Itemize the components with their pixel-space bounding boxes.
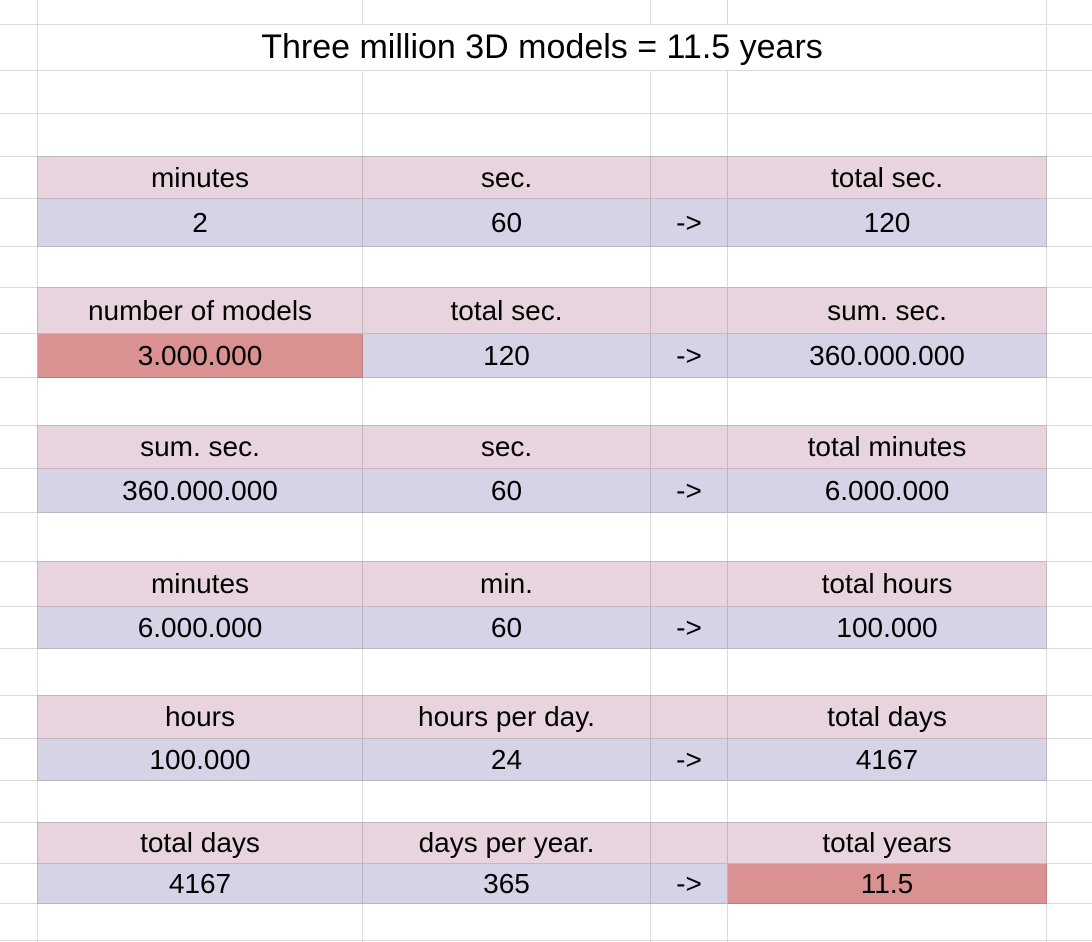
header-cell[interactable]: hours — [38, 696, 363, 739]
header-cell[interactable] — [651, 288, 728, 334]
header-cell[interactable]: sec. — [363, 157, 651, 199]
header-cell[interactable] — [651, 823, 728, 864]
header-cell[interactable] — [651, 696, 728, 739]
value-cell[interactable]: 60 — [363, 469, 651, 513]
value-cell[interactable]: 100.000 — [728, 607, 1047, 649]
value-row: 360.000.000 60 -> 6.000.000 — [38, 469, 1047, 513]
header-row: minutes min. total hours — [38, 562, 1047, 607]
value-row: 2 60 -> 120 — [38, 199, 1047, 247]
value-cell[interactable]: 24 — [363, 739, 651, 781]
gridline-h — [0, 70, 1092, 71]
value-row: 3.000.000 120 -> 360.000.000 — [38, 334, 1047, 378]
arrow-cell[interactable]: -> — [651, 864, 728, 904]
calc-block-3: sum. sec. sec. total minutes 360.000.000… — [37, 425, 1047, 513]
gridline-h — [0, 561, 1092, 562]
arrow-cell[interactable]: -> — [651, 607, 728, 649]
value-cell[interactable]: 360.000.000 — [38, 469, 363, 513]
header-cell[interactable] — [651, 157, 728, 199]
header-cell[interactable]: total years — [728, 823, 1047, 864]
header-cell[interactable]: total minutes — [728, 426, 1047, 469]
gridline-v — [37, 0, 38, 942]
value-row: 4167 365 -> 11.5 — [38, 864, 1047, 904]
calc-block-6: total days days per year. total years 41… — [37, 822, 1047, 904]
value-cell[interactable]: 4167 — [728, 739, 1047, 781]
gridline-h — [0, 287, 1092, 288]
header-cell[interactable]: total sec. — [363, 288, 651, 334]
highlighted-value-cell[interactable]: 11.5 — [728, 864, 1047, 904]
header-row: minutes sec. total sec. — [38, 157, 1047, 199]
header-cell[interactable]: hours per day. — [363, 696, 651, 739]
arrow-cell[interactable]: -> — [651, 334, 728, 378]
header-cell[interactable]: total days — [38, 823, 363, 864]
header-cell[interactable]: sec. — [363, 426, 651, 469]
gridline-h — [0, 156, 1092, 157]
value-cell[interactable]: 6.000.000 — [728, 469, 1047, 513]
header-cell[interactable]: number of models — [38, 288, 363, 334]
header-row: total days days per year. total years — [38, 823, 1047, 864]
value-cell[interactable]: 365 — [363, 864, 651, 904]
gridline-h — [0, 940, 1092, 941]
sheet-title-cell[interactable]: Three million 3D models = 11.5 years — [38, 25, 1046, 70]
header-cell[interactable]: total days — [728, 696, 1047, 739]
gridline-h — [0, 822, 1092, 823]
header-row: number of models total sec. sum. sec. — [38, 288, 1047, 334]
header-cell[interactable]: days per year. — [363, 823, 651, 864]
gridline-h — [0, 425, 1092, 426]
header-cell[interactable]: sum. sec. — [728, 288, 1047, 334]
value-row: 100.000 24 -> 4167 — [38, 739, 1047, 781]
gridline-h — [0, 113, 1092, 114]
value-cell[interactable]: 60 — [363, 199, 651, 247]
arrow-cell[interactable]: -> — [651, 469, 728, 513]
header-row: sum. sec. sec. total minutes — [38, 426, 1047, 469]
header-cell[interactable] — [651, 426, 728, 469]
value-cell[interactable]: 120 — [363, 334, 651, 378]
header-cell[interactable]: minutes — [38, 562, 363, 607]
gridline-h — [0, 695, 1092, 696]
value-cell[interactable]: 60 — [363, 607, 651, 649]
value-cell[interactable]: 4167 — [38, 864, 363, 904]
value-cell[interactable]: 100.000 — [38, 739, 363, 781]
header-cell[interactable] — [651, 562, 728, 607]
value-row: 6.000.000 60 -> 100.000 — [38, 607, 1047, 649]
header-cell[interactable]: min. — [363, 562, 651, 607]
value-cell[interactable]: 6.000.000 — [38, 607, 363, 649]
header-row: hours hours per day. total days — [38, 696, 1047, 739]
header-cell[interactable]: total sec. — [728, 157, 1047, 199]
highlighted-value-cell[interactable]: 3.000.000 — [38, 334, 363, 378]
gridline-h — [0, 24, 1092, 25]
value-cell[interactable]: 120 — [728, 199, 1047, 247]
calc-block-2: number of models total sec. sum. sec. 3.… — [37, 287, 1047, 378]
header-cell[interactable]: total hours — [728, 562, 1047, 607]
value-cell[interactable]: 2 — [38, 199, 363, 247]
value-cell[interactable]: 360.000.000 — [728, 334, 1047, 378]
arrow-cell[interactable]: -> — [651, 739, 728, 781]
calc-block-1: minutes sec. total sec. 2 60 -> 120 — [37, 156, 1047, 247]
header-cell[interactable]: minutes — [38, 157, 363, 199]
arrow-cell[interactable]: -> — [651, 199, 728, 247]
calc-block-4: minutes min. total hours 6.000.000 60 ->… — [37, 561, 1047, 649]
calc-block-5: hours hours per day. total days 100.000 … — [37, 695, 1047, 781]
header-cell[interactable]: sum. sec. — [38, 426, 363, 469]
